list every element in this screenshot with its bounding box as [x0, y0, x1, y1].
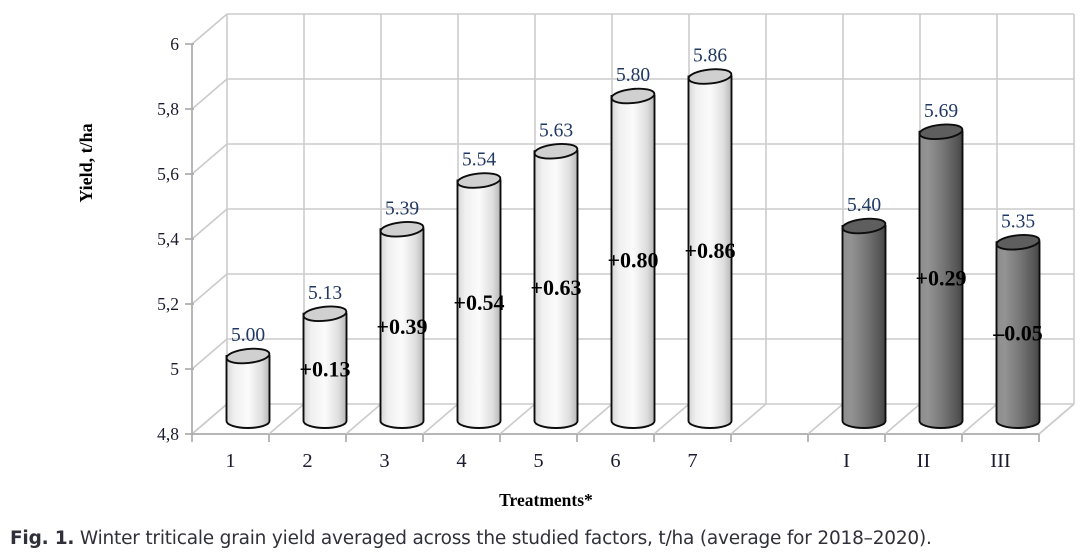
bar-diff-label: +0.13: [299, 356, 350, 381]
bar-diff-label: +0.39: [376, 314, 427, 339]
bar-cylinder-top: [456, 172, 502, 189]
bar-cylinder-top: [995, 233, 1041, 251]
y-axis: 6 5,8 5,6 5,4 5,2 5 4,8: [157, 34, 1040, 444]
bar-group-6: 5.80 +0.80 6: [607, 65, 658, 472]
x-category-label: 7: [687, 450, 697, 472]
floor-right-edge: [1038, 403, 1075, 435]
y-tick-label: 5: [170, 359, 179, 379]
bar-cylinder-body: [995, 241, 1041, 429]
y-axis-title: Yield, t/ha: [76, 123, 96, 202]
y-tick-label: 5,8: [157, 99, 179, 119]
bar-group-1: 5.00 1: [225, 325, 271, 472]
bar-cylinder-top: [533, 142, 579, 160]
figure-caption-text: Winter triticale grain yield averaged ac…: [74, 528, 932, 549]
bar-value-label: 5.39: [385, 198, 419, 219]
x-category-label: III: [990, 450, 1011, 472]
bar-value-label: 5.40: [847, 195, 881, 216]
bar-cylinder-body: [841, 225, 887, 429]
bar-group-7: 5.86 +0.86 7: [684, 46, 735, 473]
bar-group-I: 5.40 I: [841, 195, 887, 472]
bar-group-3: 5.39 +0.39 3: [376, 198, 427, 472]
bar-group-5: 5.63 +0.63 5: [530, 120, 581, 472]
bar-value-label: 5.80: [616, 65, 650, 86]
floor-diagonal: [884, 403, 921, 435]
floor-diagonal: [730, 403, 767, 435]
floor-diagonal: [191, 403, 228, 435]
x-category-label: 1: [225, 450, 235, 472]
y-tick-label: 6: [170, 34, 179, 54]
floor-diagonal: [807, 403, 844, 435]
y-tick-label: 4,8: [157, 424, 179, 444]
x-category-label: II: [917, 450, 931, 472]
bar-cylinder-top: [610, 87, 656, 105]
left-wall-diagonal: [191, 273, 228, 305]
bar-diff-label: +0.86: [684, 238, 735, 263]
floor-diagonal: [961, 403, 998, 435]
x-category-label: 3: [379, 450, 389, 472]
bar-cylinder-top: [225, 347, 271, 365]
bar-value-label: 5.63: [539, 120, 573, 141]
bar-group-4: 5.54 +0.54 4: [453, 150, 504, 473]
left-wall-diagonal: [191, 78, 228, 110]
floor-diagonal: [499, 403, 536, 435]
bar-diff-label: –0.05: [992, 321, 1043, 346]
left-wall-diagonal: [191, 338, 228, 370]
bar-cylinder-top: [687, 68, 733, 85]
floor-diagonal: [576, 403, 613, 435]
bar-value-label: 5.54: [462, 150, 496, 171]
x-category-label: 6: [610, 450, 620, 472]
y-tick-label: 5,2: [157, 294, 179, 314]
floor-diagonal: [422, 403, 459, 435]
bar-cylinder-body: [687, 75, 733, 429]
bar-group-III: 5.35 –0.05 III: [990, 211, 1042, 472]
figure-caption-label: Fig. 1.: [10, 528, 75, 549]
floor-diagonal: [345, 403, 382, 435]
bar-cylinder-body: [302, 312, 348, 429]
bar-diff-label: +0.29: [915, 265, 966, 290]
floor-diagonal: [268, 403, 305, 435]
bar-cylinder-body: [456, 179, 502, 429]
bar-group-2: 5.13 +0.13 2: [299, 283, 350, 472]
x-category-label: 4: [456, 450, 466, 472]
bar-value-label: 5.13: [308, 283, 342, 304]
left-wall-diagonal: [191, 208, 228, 240]
y-tick-label: 5,4: [157, 229, 179, 249]
bar-cylinder-body: [225, 355, 271, 429]
left-wall-diagonal: [191, 13, 228, 45]
x-category-label: 2: [302, 450, 312, 472]
bar-cylinder-top: [841, 217, 887, 235]
yield-chart: 6 5,8 5,6 5,4 5,2 5 4,8 Yield, t/ha Treatments* 5…: [76, 13, 1075, 510]
x-category-label: 5: [533, 450, 543, 472]
bar-value-label: 5.69: [924, 101, 958, 122]
floor-diagonal: [653, 403, 690, 435]
bar-group-II: 5.69 +0.29 II: [915, 101, 966, 472]
y-tick-label: 5,6: [157, 164, 179, 184]
bar-diff-label: +0.63: [530, 275, 581, 300]
x-axis-title: Treatments*: [499, 490, 593, 510]
bar-diff-label: +0.54: [453, 290, 504, 315]
bar-value-label: 5.00: [231, 325, 265, 346]
bar-cylinder-top: [918, 123, 964, 141]
floor: [191, 403, 1075, 435]
bar-value-label: 5.35: [1001, 211, 1035, 232]
bar-cylinder-top: [379, 220, 425, 238]
figure-caption: Fig. 1. Winter triticale grain yield ave…: [10, 528, 1070, 549]
bar-cylinder-body: [533, 150, 579, 429]
left-wall-diagonal: [191, 143, 228, 175]
bar-value-label: 5.86: [693, 46, 727, 67]
bar-diff-label: +0.80: [607, 248, 658, 273]
bar-cylinder-top: [302, 305, 348, 323]
bar-cylinder-body: [918, 130, 964, 429]
x-category-label: I: [843, 450, 850, 472]
bar-cylinder-body: [610, 95, 656, 429]
bar-cylinder-body: [379, 228, 425, 429]
